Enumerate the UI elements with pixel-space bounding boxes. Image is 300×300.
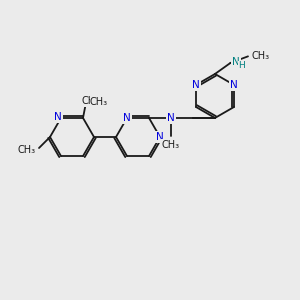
Text: CH₃: CH₃: [162, 140, 180, 149]
Text: N: N: [192, 80, 200, 90]
Text: CH₃: CH₃: [90, 97, 108, 106]
Text: CH₃: CH₃: [18, 145, 36, 155]
Text: N: N: [167, 113, 175, 123]
Text: N: N: [123, 113, 131, 123]
Text: N: N: [232, 57, 240, 67]
Text: N: N: [54, 112, 62, 122]
Text: H: H: [238, 61, 245, 70]
Text: CH₃: CH₃: [82, 95, 100, 106]
Text: N: N: [156, 132, 164, 142]
Text: N: N: [230, 80, 238, 90]
Text: CH₃: CH₃: [251, 51, 269, 61]
